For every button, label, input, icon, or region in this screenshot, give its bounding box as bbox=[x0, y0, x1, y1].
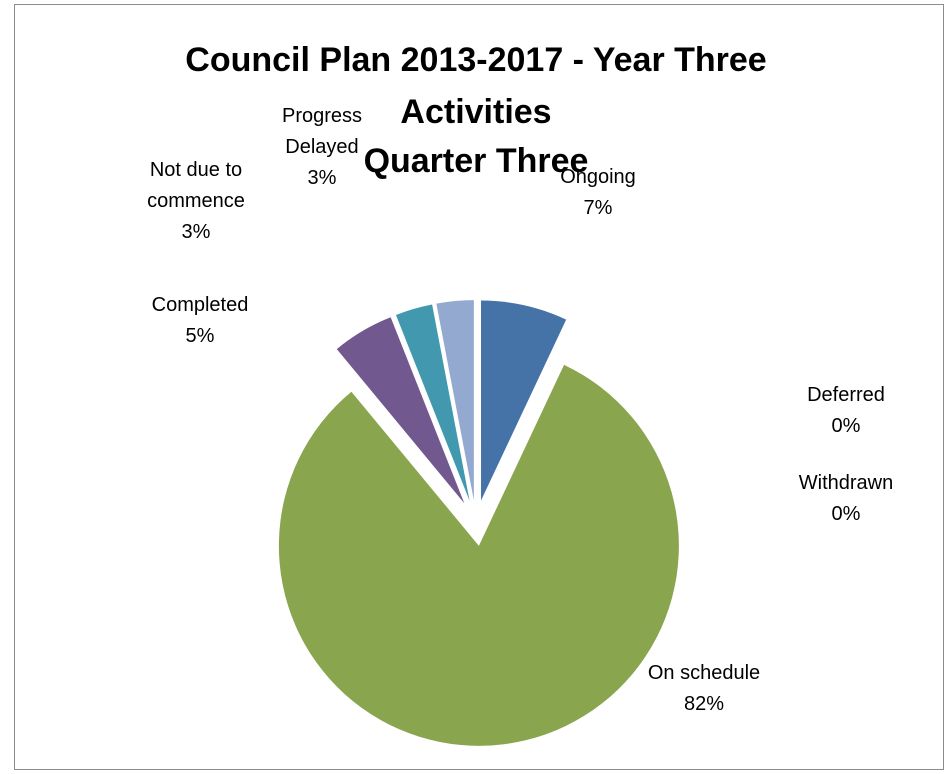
chart-title-line-1: Council Plan 2013-2017 - Year Three bbox=[185, 41, 767, 79]
pie-slice-ongoing bbox=[481, 300, 567, 501]
data-label-name: Delayed bbox=[285, 136, 358, 158]
data-label-value: 82% bbox=[684, 693, 724, 715]
data-label-withdrawn: Withdrawn 0% bbox=[799, 472, 893, 525]
data-label-name: Completed bbox=[152, 294, 249, 316]
data-label-deferred: Deferred 0% bbox=[807, 384, 885, 437]
data-label-name: Not due to bbox=[150, 159, 242, 181]
data-label-value: 3% bbox=[308, 167, 337, 189]
data-label-value: 3% bbox=[182, 221, 211, 243]
data-label-name: On schedule bbox=[648, 662, 760, 684]
pie-slice-completed bbox=[336, 317, 465, 504]
data-label-value: 0% bbox=[832, 415, 861, 437]
pie-slice-on-schedule bbox=[278, 364, 679, 746]
data-label-completed: Completed 5% bbox=[152, 294, 249, 347]
data-label-name: Deferred bbox=[807, 384, 885, 406]
data-label-on-schedule: On schedule 82% bbox=[648, 662, 760, 715]
data-label-progress-delayed: Progress Delayed 3% bbox=[282, 105, 362, 189]
data-label-value: 5% bbox=[186, 325, 215, 347]
data-label-name: Withdrawn bbox=[799, 472, 893, 494]
data-label-name: commence bbox=[147, 190, 245, 212]
pie-slice-not-due-to-commence bbox=[395, 304, 470, 501]
data-label-name: Progress bbox=[282, 105, 362, 127]
chart-title-line-2: Activities bbox=[400, 93, 552, 131]
data-label-ongoing: Ongoing 7% bbox=[560, 166, 636, 219]
pie-slice-progress-delayed bbox=[436, 300, 474, 501]
data-label-not-due-to-commence: Not due to commence 3% bbox=[147, 159, 245, 243]
data-label-value: 7% bbox=[584, 197, 613, 219]
data-label-value: 0% bbox=[832, 503, 861, 525]
data-label-name: Ongoing bbox=[560, 166, 636, 188]
chart-title-line-3: Quarter Three bbox=[363, 142, 589, 180]
